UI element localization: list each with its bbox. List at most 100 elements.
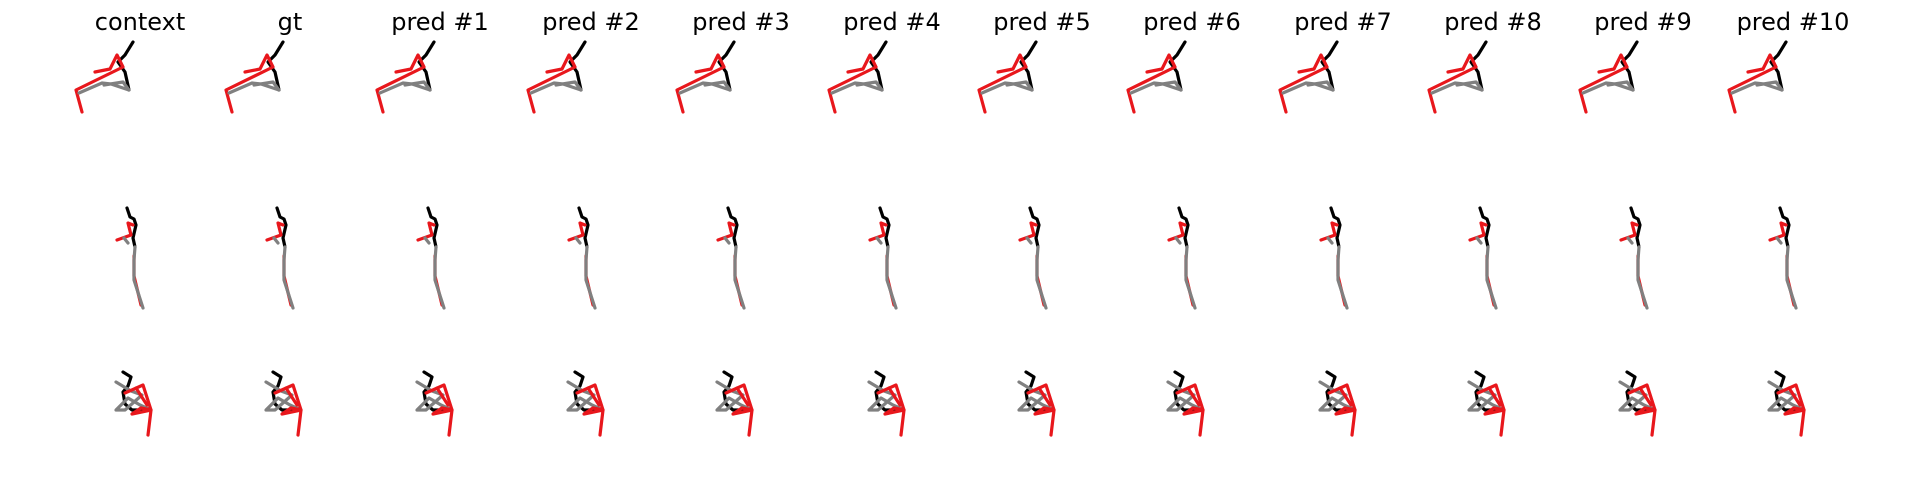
- right-limb-bone: [1035, 245, 1048, 310]
- left-limb-bone: [74, 53, 125, 114]
- left-limb-bone: [424, 383, 454, 437]
- pose-view-2-pred-2-skeleton: [567, 206, 597, 310]
- column-title: pred #6: [1143, 8, 1241, 36]
- right-limb-bone: [867, 380, 906, 412]
- torso-bone: [266, 40, 285, 92]
- right-limb-bone: [715, 380, 754, 412]
- column-title: pred #8: [1444, 8, 1542, 36]
- column-title: pred #7: [1294, 8, 1392, 36]
- left-limb-bone: [575, 383, 605, 437]
- torso-bone: [116, 40, 135, 92]
- column-title: gt: [278, 8, 303, 36]
- torso-bone: [869, 40, 888, 92]
- torso-bone: [1469, 40, 1488, 92]
- column-titles: context gt pred #1 pred #2 pred #3 pred #4 pre…: [95, 8, 1850, 36]
- right-limb-bone: [1767, 380, 1806, 412]
- torso-bone: [878, 206, 891, 249]
- pose-view-1-pred-10-skeleton: [1727, 40, 1788, 114]
- left-limb-bone: [1727, 53, 1778, 114]
- left-limb-bone: [1487, 386, 1502, 407]
- right-limb-bone: [584, 245, 597, 310]
- right-limb-bone: [227, 80, 281, 95]
- right-limb-bone: [1430, 80, 1484, 95]
- right-limb-bone: [114, 380, 153, 412]
- right-limb-bone: [830, 80, 884, 95]
- left-limb-bone: [1026, 383, 1056, 437]
- pose-view-3-pred-3-skeleton: [715, 370, 754, 437]
- pose-view-3-pred-9-skeleton: [1618, 370, 1657, 437]
- right-limb-bone: [1775, 236, 1783, 245]
- right-limb-bone: [529, 80, 583, 95]
- right-limb-bone: [272, 236, 280, 245]
- left-limb-bone: [1776, 383, 1806, 437]
- torso-bone: [121, 370, 144, 412]
- right-limb-bone: [1166, 380, 1205, 412]
- column-title: pred #9: [1594, 8, 1692, 36]
- torso-bone: [577, 206, 590, 249]
- pose-view-1-context-skeleton: [74, 40, 135, 114]
- torso-bone: [1778, 206, 1791, 249]
- left-limb-bone: [375, 53, 426, 114]
- torso-bone: [568, 40, 587, 92]
- pose-panels: [74, 40, 1806, 437]
- right-limb-bone: [282, 245, 295, 310]
- torso-bone: [426, 206, 439, 249]
- pose-view-3-pred-10-skeleton: [1767, 370, 1806, 437]
- pose-view-3-context-skeleton: [114, 370, 153, 437]
- left-limb-bone: [675, 53, 726, 114]
- left-limb-bone: [1627, 383, 1657, 437]
- pose-view-1-pred-7-skeleton: [1278, 40, 1339, 114]
- pose-view-1-pred-2-skeleton: [526, 40, 587, 114]
- left-limb-bone: [526, 53, 577, 114]
- left-limb-bone: [1427, 53, 1478, 114]
- right-limb-bone: [1467, 380, 1506, 412]
- pose-view-1-pred-5-skeleton: [977, 40, 1038, 114]
- right-limb-bone: [132, 245, 145, 310]
- pose-view-2-pred-8-skeleton: [1468, 206, 1498, 310]
- torso-bone: [1329, 206, 1342, 249]
- right-limb-bone: [980, 80, 1034, 95]
- pose-view-2-gt-skeleton: [265, 206, 295, 310]
- left-limb-bone: [827, 53, 878, 114]
- right-limb-bone: [1184, 245, 1197, 310]
- torso-bone: [417, 40, 436, 92]
- right-limb-bone: [415, 380, 454, 412]
- left-limb-bone: [1338, 386, 1353, 407]
- right-limb-bone: [1017, 380, 1056, 412]
- pose-view-1-pred-6-skeleton: [1126, 40, 1187, 114]
- right-limb-bone: [1785, 245, 1798, 310]
- pose-view-3-pred-8-skeleton: [1467, 370, 1506, 437]
- left-limb-bone: [586, 386, 601, 407]
- pose-view-3-pred-5-skeleton: [1017, 370, 1056, 437]
- pose-view-1-pred-9-skeleton: [1578, 40, 1639, 114]
- right-limb-bone: [122, 236, 130, 245]
- torso-bone: [1325, 370, 1348, 412]
- pose-view-3-pred-7-skeleton: [1318, 370, 1357, 437]
- right-limb-bone: [1326, 236, 1334, 245]
- right-limb-bone: [885, 245, 898, 310]
- pose-view-2-pred-10-skeleton: [1768, 206, 1798, 310]
- right-limb-bone: [1626, 236, 1634, 245]
- right-limb-bone: [678, 80, 732, 95]
- right-limb-bone: [875, 236, 883, 245]
- pose-view-2-pred-9-skeleton: [1619, 206, 1649, 310]
- right-limb-bone: [1129, 80, 1183, 95]
- left-limb-bone: [977, 53, 1028, 114]
- pose-view-1-pred-4-skeleton: [827, 40, 888, 114]
- right-limb-bone: [1336, 245, 1349, 310]
- column-title: context: [95, 8, 185, 36]
- torso-bone: [271, 370, 294, 412]
- torso-bone: [573, 370, 596, 412]
- torso-bone: [1177, 206, 1190, 249]
- right-limb-bone: [423, 236, 431, 245]
- torso-bone: [1774, 370, 1797, 412]
- pose-view-3-pred-2-skeleton: [566, 370, 605, 437]
- pose-view-2-pred-4-skeleton: [868, 206, 898, 310]
- left-limb-bone: [735, 386, 750, 407]
- pose-view-1-pred-8-skeleton: [1427, 40, 1488, 114]
- torso-bone: [275, 206, 288, 249]
- left-limb-bone: [435, 386, 450, 407]
- torso-bone: [1173, 370, 1196, 412]
- pose-view-2-pred-6-skeleton: [1167, 206, 1197, 310]
- pose-view-2-context-skeleton: [115, 206, 145, 310]
